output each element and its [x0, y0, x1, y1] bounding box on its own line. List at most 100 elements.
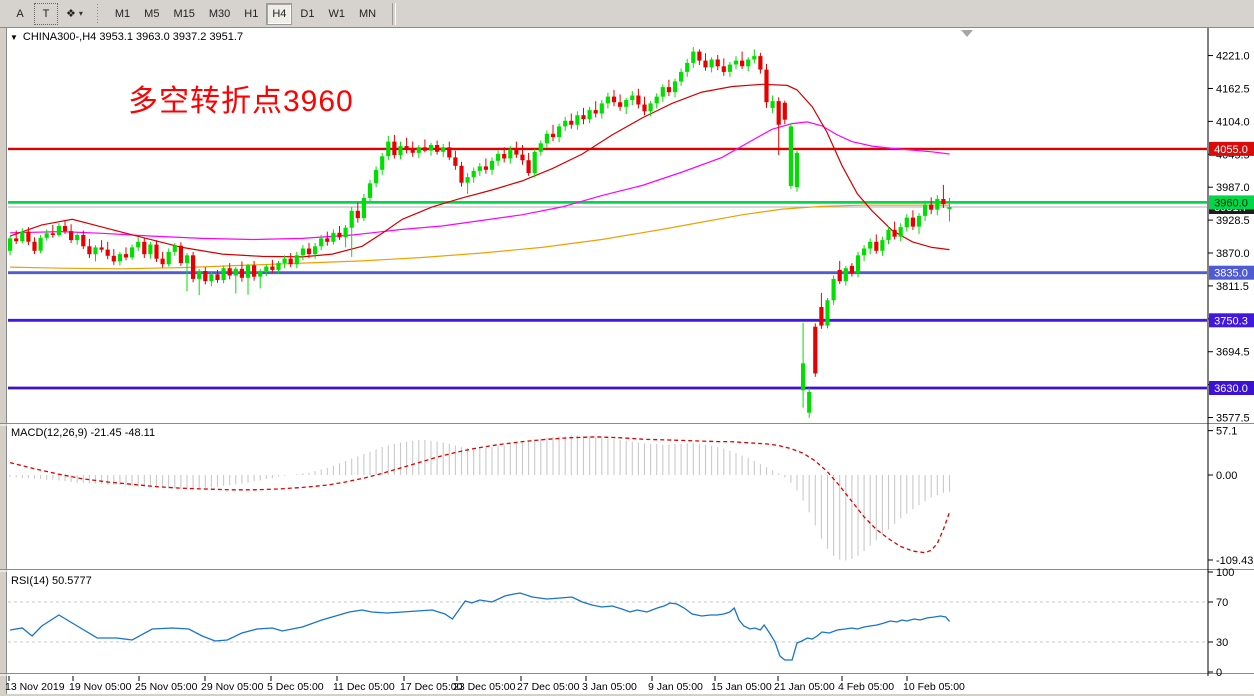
timeframe-d1-button[interactable]: D1 — [294, 2, 321, 25]
price-tick-label: 3694.5 — [1216, 347, 1250, 359]
time-tick-label: 19 Nov 05:00 — [69, 681, 132, 693]
candle-body — [386, 141, 391, 157]
window-bottom-frame — [0, 694, 1254, 696]
candle-body — [410, 148, 415, 153]
candle-body — [691, 51, 696, 63]
text-tool-button[interactable]: T — [34, 2, 58, 25]
candle-body — [923, 204, 928, 216]
time-tick-label: 29 Nov 05:00 — [201, 681, 264, 693]
symbol-ohlc-text: CHINA300-,H4 3953.1 3963.0 3937.2 3951.7 — [22, 31, 244, 43]
timeframe-m30-button[interactable]: M30 — [202, 2, 237, 25]
price-axis[interactable]: 4221.04162.54104.04045.53987.03928.53870… — [1207, 28, 1254, 679]
chart-annotation-text[interactable]: 多空转折点3960 — [128, 85, 354, 118]
candle-body — [520, 154, 525, 161]
time-axis[interactable]: 13 Nov 2019 19 Nov 05:00 25 Nov 05:00 29 No… — [5, 676, 965, 693]
candle-body — [587, 110, 592, 120]
candle-body — [697, 51, 702, 61]
timeframe-mn-button[interactable]: MN — [352, 2, 383, 25]
candle-body — [849, 265, 854, 274]
arrow-tool-icon: A — [16, 7, 24, 20]
candle-body — [544, 133, 549, 144]
ma-line-magenta — [10, 121, 950, 241]
timeframe-h1-button[interactable]: H1 — [238, 2, 265, 25]
candle-body — [233, 268, 238, 276]
rsi-tick-label: 100 — [1216, 567, 1234, 579]
candle-body — [197, 271, 202, 279]
candle-body — [81, 235, 86, 247]
symbol-dropdown-icon[interactable]: ▼ — [10, 32, 18, 42]
candle-body — [349, 210, 354, 228]
candle-body — [441, 147, 446, 152]
rsi-pane — [8, 592, 1207, 661]
candle-body — [50, 233, 55, 235]
toolbar-drag-handle[interactable] — [96, 3, 101, 24]
candle-body — [288, 258, 293, 265]
scroll-anchor-icon[interactable] — [961, 30, 973, 37]
candle-body — [611, 96, 617, 103]
candle-body — [618, 102, 623, 107]
candle-body — [62, 226, 68, 232]
macd-tick-label: -109.43 — [1216, 555, 1253, 567]
timeframe-m5-button[interactable]: M5 — [138, 2, 166, 25]
candle-body — [142, 241, 147, 255]
chart-canvas[interactable]: 4221.04162.54104.04045.53987.03928.53870… — [0, 28, 1254, 696]
styles-tool-icon: ❖ — [66, 8, 76, 20]
candle-body — [465, 177, 470, 183]
line-badge-3835 — [1209, 265, 1254, 280]
timeframe-m1-button[interactable]: M1 — [108, 2, 137, 25]
time-tick-label: 11 Dec 05:00 — [333, 681, 395, 693]
candle-body — [32, 241, 37, 251]
candle-body — [20, 231, 25, 242]
ma-line-red — [9, 83, 950, 258]
macd-signal-line — [9, 436, 951, 554]
line-badge-3630 — [1209, 381, 1254, 395]
candle-body — [886, 229, 891, 240]
candle-body — [87, 246, 92, 255]
candle-body — [624, 100, 629, 107]
price-tick-label: 3987.0 — [1216, 182, 1250, 194]
candle-body — [123, 254, 129, 258]
candle-body — [245, 265, 251, 278]
candle-body — [8, 238, 13, 251]
candle-body — [807, 391, 812, 413]
candle-body — [99, 247, 104, 250]
timeframe-w1-button[interactable]: W1 — [322, 2, 351, 25]
candle-body — [313, 246, 318, 255]
candle-body — [813, 326, 818, 374]
price-tick-label: 3811.5 — [1216, 281, 1249, 293]
price-tick-label: 4162.5 — [1216, 83, 1250, 95]
candle-body — [563, 120, 568, 127]
candle-body — [941, 199, 946, 205]
time-tick-label: 3 Jan 05:00 — [582, 681, 637, 693]
candle-body — [776, 101, 781, 125]
candle-body — [337, 232, 342, 238]
candle-body — [26, 231, 31, 242]
candle-body — [575, 115, 580, 125]
line-badge-3960 — [1209, 195, 1254, 210]
candle-body — [331, 232, 336, 242]
styles-tool-button[interactable]: ❖ ▾ — [60, 2, 89, 25]
candle-body — [191, 255, 196, 279]
candle-body — [740, 60, 745, 67]
rsi-line — [9, 592, 950, 661]
macd-pane — [9, 435, 951, 561]
rsi-tick-label: 0 — [1216, 667, 1222, 679]
candle-body — [538, 143, 543, 152]
candle-body — [203, 271, 208, 282]
candle-body — [819, 307, 824, 326]
candle-body — [483, 166, 488, 170]
candle-body — [843, 268, 848, 282]
timeframe-m15-button[interactable]: M15 — [167, 2, 201, 25]
timeframe-h4-button[interactable]: H4 — [266, 2, 293, 25]
candle-body — [374, 169, 379, 184]
candle-body — [404, 146, 409, 149]
candle-body — [703, 60, 708, 68]
candle-body — [282, 258, 287, 264]
candle-body — [654, 96, 659, 104]
time-tick-label: 5 Dec 05:00 — [267, 681, 324, 693]
rsi-indicator-label: RSI(14) 50.5777 — [11, 575, 92, 587]
candle-body — [276, 263, 281, 270]
time-tick-label: 25 Nov 05:00 — [135, 681, 198, 693]
candle-body — [166, 251, 171, 265]
arrow-tool-button[interactable]: A — [8, 2, 32, 25]
